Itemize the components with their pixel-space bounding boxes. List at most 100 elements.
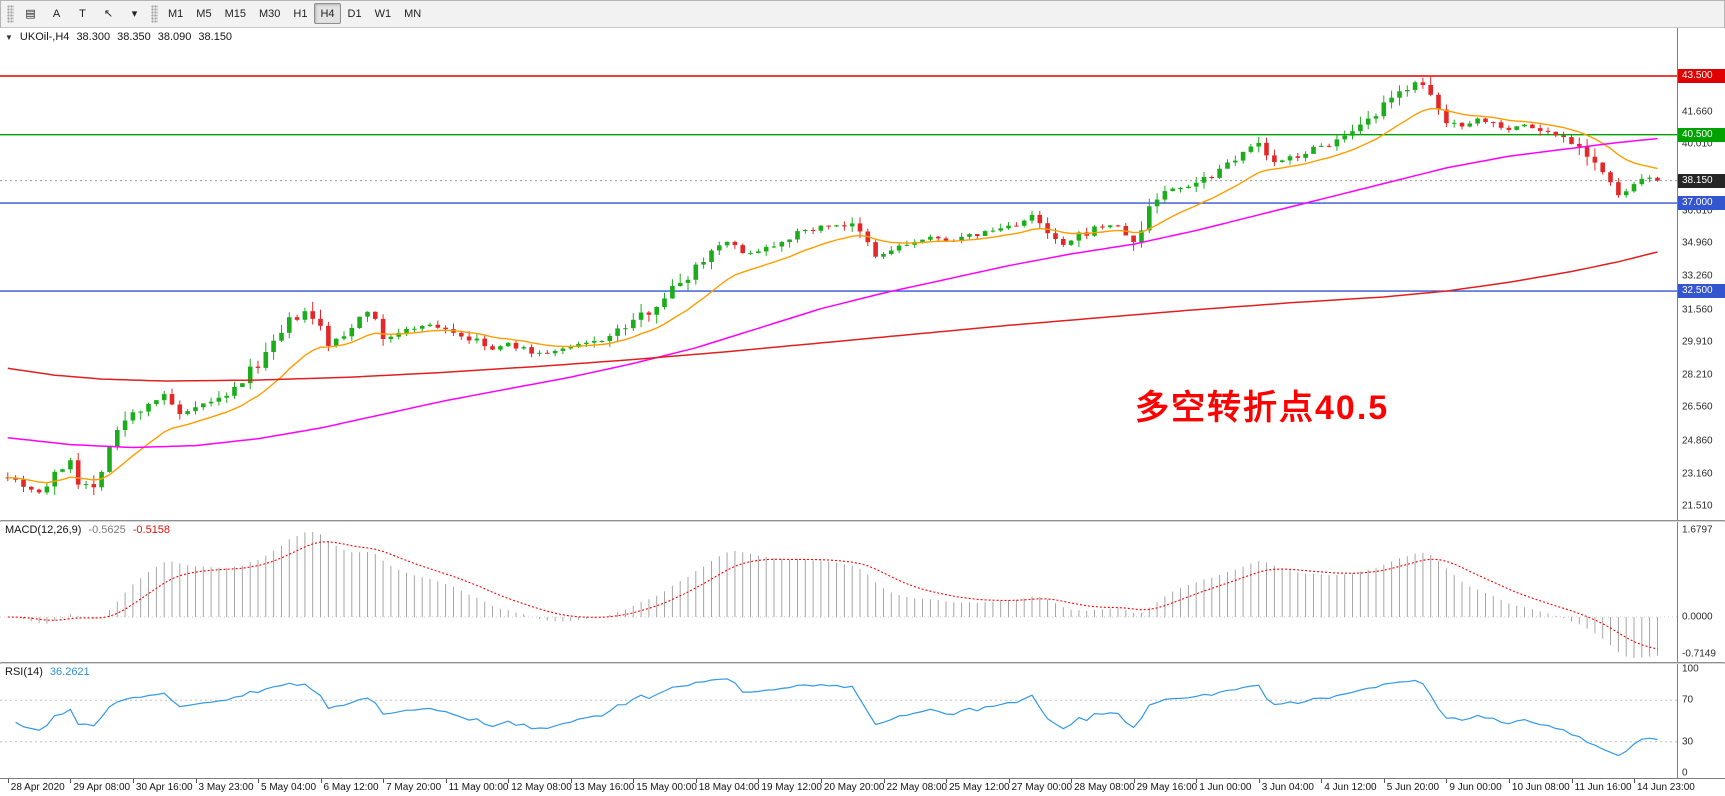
price-tick-label: 26.560 xyxy=(1682,401,1713,413)
time-axis-label: 5 Jun 20:00 xyxy=(1386,782,1440,793)
price-tick-label: 21.510 xyxy=(1682,500,1713,512)
timeframe-button-w1[interactable]: W1 xyxy=(374,7,392,20)
toolbar-grip[interactable] xyxy=(7,4,14,23)
rsi-plot[interactable]: RSI(14) 36.2621 xyxy=(0,664,1677,778)
macd-scale-label: 0.0000 xyxy=(1682,611,1713,623)
time-axis-tick xyxy=(1634,779,1635,783)
time-axis-tick xyxy=(383,779,385,783)
time-axis-tick xyxy=(1258,779,1260,783)
timeframe-button-m15[interactable]: M15 xyxy=(224,7,246,20)
time-axis-label: 29 Apr 08:00 xyxy=(73,782,131,793)
price-tick-label: 41.660 xyxy=(1682,106,1713,118)
main-chart-panel: ▼ UKOil-,H4 38.300 38.350 38.090 38.150 … xyxy=(0,28,1725,520)
text-label-tool-icon[interactable]: A xyxy=(52,7,61,20)
timeframe-button-m1[interactable]: M1 xyxy=(168,7,184,20)
price-level-badge: 37.000 xyxy=(1678,196,1725,211)
time-axis-tick xyxy=(758,779,760,783)
macd-plot[interactable]: MACD(12,26,9) -0.5625 -0.5158 xyxy=(0,522,1677,662)
macd-scale-label: -0.7149 xyxy=(1682,648,1716,660)
time-axis-label: 7 May 20:00 xyxy=(386,782,442,793)
time-axis-label: 28 Apr 2020 xyxy=(10,782,65,793)
rsi-canvas xyxy=(0,678,1677,757)
timeframe-button-h4[interactable]: H4 xyxy=(314,3,341,24)
price-tick-label: 31.560 xyxy=(1682,304,1713,315)
timeframe-button-m30[interactable]: M30 xyxy=(258,7,281,20)
timeframe-button-h1[interactable]: H1 xyxy=(293,7,308,20)
rsi-value: 36.2621 xyxy=(49,666,90,678)
macd-signal-value: -0.5158 xyxy=(132,524,171,536)
time-axis[interactable]: 28 Apr 2020 29 Apr 08:00 30 Apr 16:00 3 May… xyxy=(0,778,1725,796)
time-axis-tick xyxy=(1446,779,1448,783)
text-tool-icon[interactable]: T xyxy=(79,7,86,20)
symbol-dropdown-icon[interactable]: ▼ xyxy=(5,32,13,42)
time-axis-tick xyxy=(320,779,322,783)
time-axis-label: 3 May 23:00 xyxy=(198,782,254,793)
time-axis-label: 27 May 00:00 xyxy=(1011,782,1073,793)
time-axis-tick xyxy=(883,779,885,783)
main-chart-plot[interactable]: ▼ UKOil-,H4 38.300 38.350 38.090 38.150 … xyxy=(0,28,1677,520)
time-axis-label: 3 Jun 04:00 xyxy=(1261,782,1314,793)
price-level-badge: 32.500 xyxy=(1678,284,1725,299)
time-axis-label: 22 May 08:00 xyxy=(886,782,948,793)
time-axis-label: 11 Jun 16:00 xyxy=(1574,782,1632,793)
price-tick-label: 34.960 xyxy=(1682,237,1713,249)
macd-panel: MACD(12,26,9) -0.5625 -0.5158 1.6797 0.00… xyxy=(0,522,1725,662)
time-axis-tick xyxy=(570,779,572,783)
time-axis-tick xyxy=(1321,779,1323,783)
time-axis-label: 19 May 12:00 xyxy=(761,782,822,793)
price-level-badge: 40.500 xyxy=(1678,127,1725,142)
rsi-scale-label: 30 xyxy=(1682,736,1694,748)
timeframe-button-d1[interactable]: D1 xyxy=(347,7,362,20)
top-toolbar: ▤ A T ↖ ▾ M1 M5 M15 M30 H1 H4 D1 W1 MN xyxy=(0,0,1725,28)
time-axis-label: 18 May 04:00 xyxy=(698,782,760,793)
tools-dropdown-caret-icon[interactable]: ▾ xyxy=(131,8,138,20)
time-axis-tick xyxy=(1071,779,1073,783)
ohlc-open: 38.300 xyxy=(76,31,111,43)
time-axis-label: 12 May 08:00 xyxy=(511,782,572,793)
chart-window-icon[interactable]: ▤ xyxy=(25,8,36,20)
tools-button-group: ▤ A T ↖ ▾ xyxy=(18,3,147,24)
timeframe-button-mn[interactable]: MN xyxy=(404,7,422,20)
time-axis-tick xyxy=(633,779,635,783)
rsi-label: RSI(14) 36.2621 xyxy=(5,666,90,678)
macd-scale-axis[interactable]: 1.6797 0.0000 -0.7149 xyxy=(1677,522,1725,662)
chart-annotation-text: 多空转折点40.5 xyxy=(1135,389,1390,427)
timeframe-toolbar-grip[interactable] xyxy=(151,4,158,23)
macd-label: MACD(12,26,9) -0.5625 -0.5158 xyxy=(5,524,170,536)
time-axis-label: 28 May 08:00 xyxy=(1074,782,1135,793)
time-axis-tick xyxy=(1196,779,1198,783)
symbol-timeframe-label: UKOil-,H4 xyxy=(19,31,70,43)
time-axis-tick xyxy=(695,779,697,783)
rsi-scale-axis[interactable]: 100 70 30 0 xyxy=(1677,664,1725,779)
time-axis-label: 20 May 20:00 xyxy=(823,782,885,793)
time-axis-tick xyxy=(508,779,510,783)
time-axis-label: 11 May 00:00 xyxy=(448,782,509,793)
time-axis-label: 1 Jun 00:00 xyxy=(1199,782,1252,793)
price-axis[interactable]: 41.660 40.010 36.610 34.960 33.260 31.560 29.9… xyxy=(1677,28,1725,520)
rsi-scale-label: 70 xyxy=(1682,694,1694,706)
price-tick-label: 29.910 xyxy=(1682,336,1713,348)
price-tick-label: 23.160 xyxy=(1682,468,1713,480)
chart-header: ▼ UKOil-,H4 38.300 38.350 38.090 38.150 xyxy=(5,31,232,43)
candlestick-canvas xyxy=(0,75,1677,496)
pointer-tool-icon[interactable]: ↖ xyxy=(103,8,114,20)
time-axis-tick xyxy=(1133,779,1135,783)
macd-name: MACD(12,26,9) xyxy=(5,524,82,536)
price-level-badge: 43.500 xyxy=(1678,69,1725,83)
rsi-panel-separator[interactable] xyxy=(0,662,1725,664)
price-tick-label: 28.210 xyxy=(1682,369,1713,381)
time-axis-label: 29 May 16:00 xyxy=(1136,782,1198,793)
time-axis-label: 4 Jun 12:00 xyxy=(1324,782,1377,793)
time-axis-label: 15 May 00:00 xyxy=(636,782,697,793)
macd-panel-separator[interactable] xyxy=(0,520,1725,522)
time-axis-tick xyxy=(195,779,197,783)
timeframe-button-m5[interactable]: M5 xyxy=(196,7,212,20)
ohlc-low: 38.090 xyxy=(157,31,192,43)
macd-main-value: -0.5625 xyxy=(88,524,126,536)
time-axis-tick xyxy=(70,779,72,783)
ohlc-high: 38.350 xyxy=(117,31,151,43)
rsi-name: RSI(14) xyxy=(5,666,43,678)
macd-canvas xyxy=(0,532,1677,658)
time-axis-tick xyxy=(1383,779,1385,783)
